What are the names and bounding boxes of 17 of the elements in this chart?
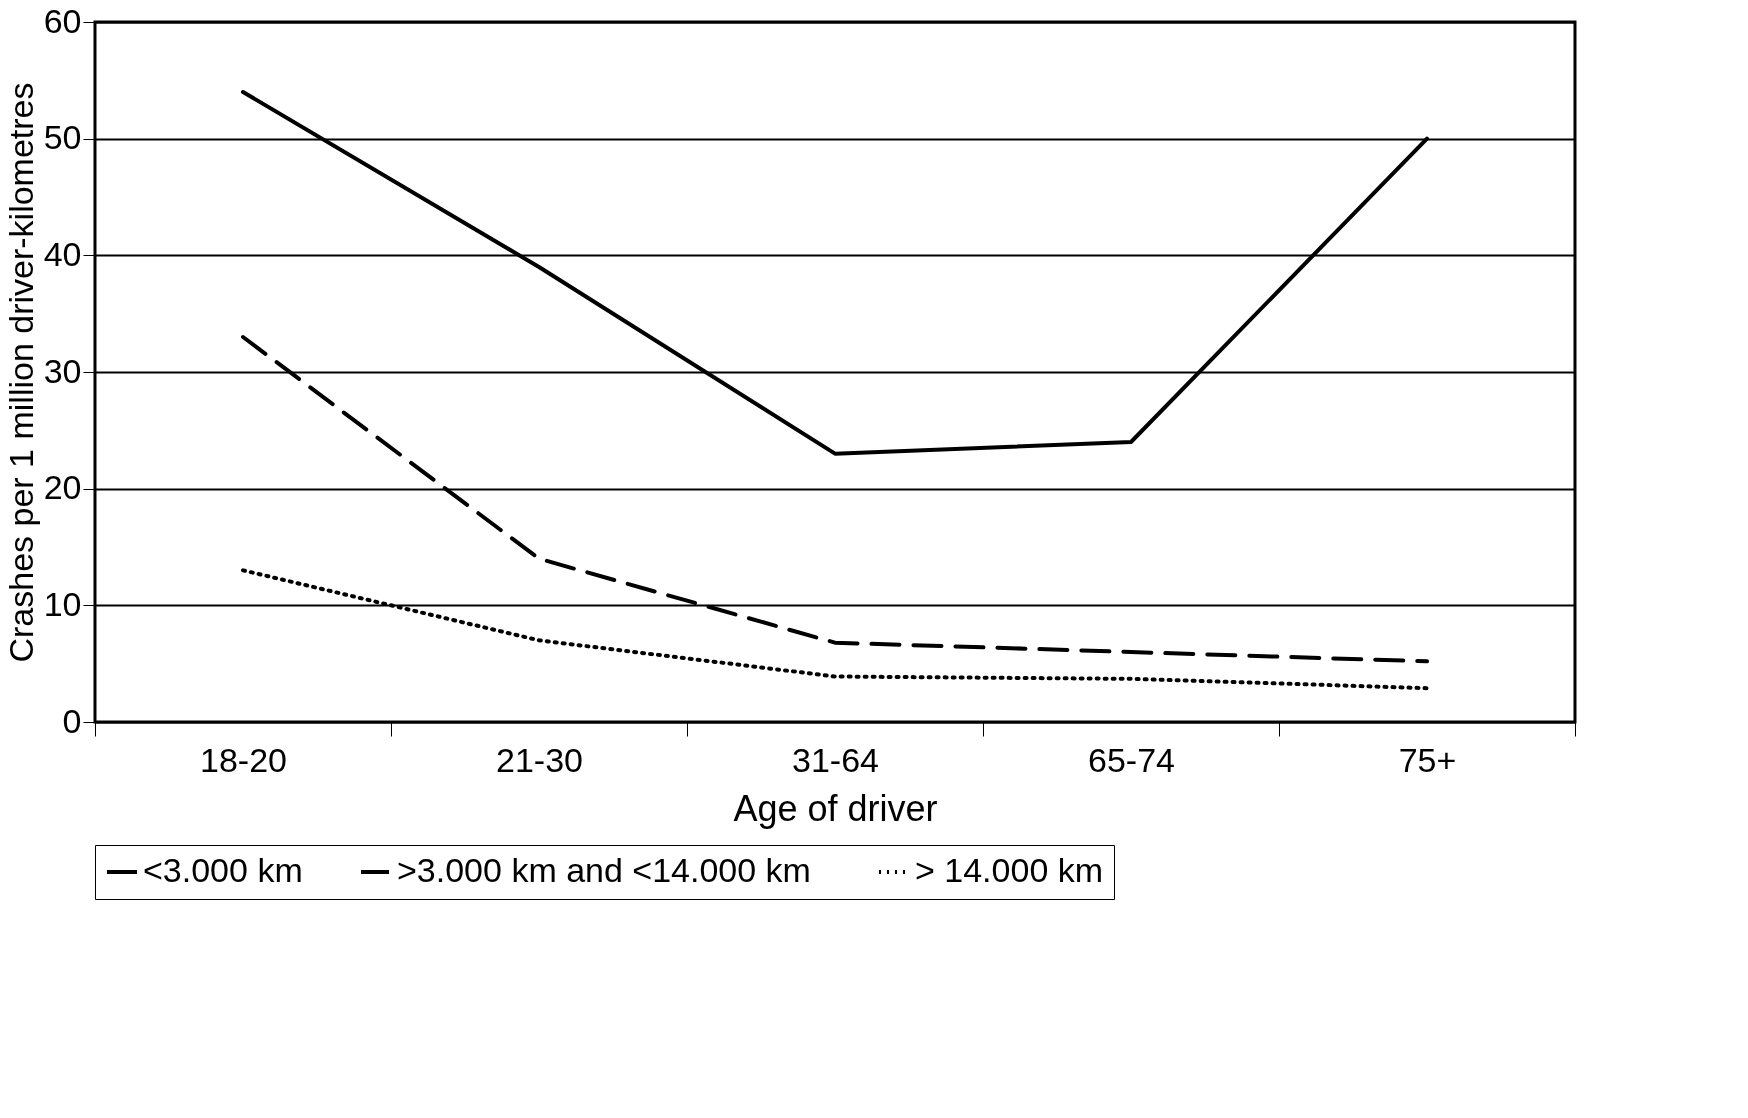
legend-label: <3.000 km — [143, 851, 303, 889]
legend-label: >3.000 km and <14.000 km — [397, 851, 811, 889]
y-axis-title: Crashes per 1 million driver-kilometres — [1, 82, 40, 663]
y-tick-label: 60 — [43, 1, 82, 40]
x-tick-label: 18-20 — [200, 740, 287, 779]
y-tick-label: 50 — [43, 118, 82, 157]
y-tick-label: 20 — [43, 468, 82, 507]
x-tick-label: 31-64 — [792, 740, 879, 779]
x-tick-label: 75+ — [1398, 740, 1457, 779]
y-tick-label: 0 — [62, 701, 82, 740]
x-tick-label: 21-30 — [496, 740, 583, 779]
y-tick-label: 30 — [43, 351, 82, 390]
y-tick-label: 10 — [43, 584, 82, 623]
legend-label: > 14.000 km — [915, 851, 1104, 889]
x-axis-title: Age of driver — [733, 787, 938, 829]
y-tick-label: 40 — [43, 234, 82, 273]
x-tick-label: 65-74 — [1088, 740, 1175, 779]
